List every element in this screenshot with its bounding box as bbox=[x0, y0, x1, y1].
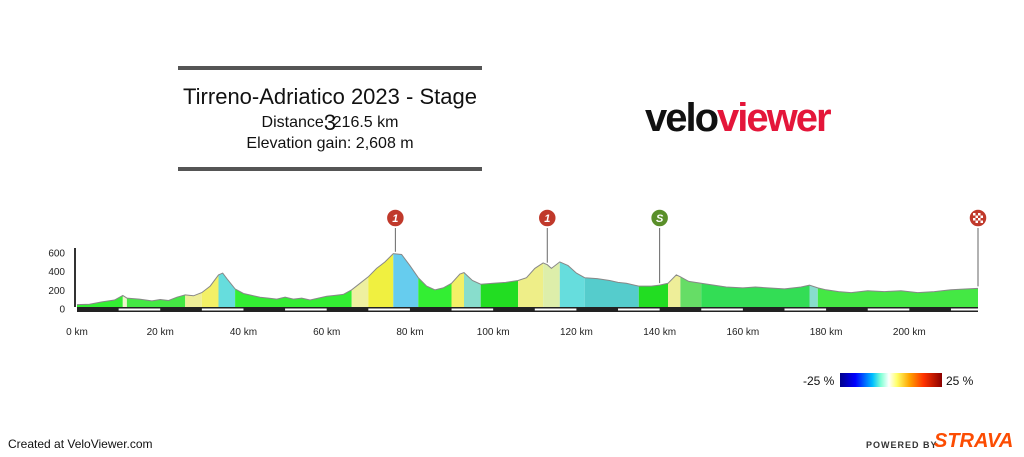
marker-label-2: S bbox=[656, 213, 664, 225]
logo-part-viewer: viewer bbox=[717, 96, 832, 140]
title-box: Tirreno-Adriatico 2023 - Stage 3 Distanc… bbox=[178, 66, 482, 172]
x-tick-label-140: 140 km bbox=[643, 327, 676, 338]
profile-segment-4 bbox=[201, 274, 219, 307]
profile-segment-6 bbox=[235, 288, 352, 307]
profile-segment-0 bbox=[77, 295, 123, 307]
gradient-legend-bar bbox=[840, 373, 942, 387]
x-axis-bar bbox=[77, 307, 978, 312]
profile-segment-2 bbox=[126, 294, 186, 307]
profile-segment-22 bbox=[809, 285, 818, 307]
legend-max-label: 25 % bbox=[946, 374, 974, 388]
finish-flag-check bbox=[980, 220, 983, 223]
x-axis-bar-light-80 bbox=[451, 308, 494, 311]
veloviewer-logo: veloviewer bbox=[645, 96, 832, 141]
profile-segment-14 bbox=[518, 262, 544, 307]
climb-marker-0 bbox=[385, 208, 406, 228]
finish-flag-check bbox=[980, 215, 983, 218]
finish-flag-check bbox=[973, 213, 976, 216]
profile-segment-10 bbox=[418, 277, 452, 307]
marker-label-0: 1 bbox=[392, 213, 398, 225]
x-tick-label-100: 100 km bbox=[477, 327, 510, 338]
x-tick-label-60: 60 km bbox=[313, 327, 340, 338]
x-axis-bar-light-160 bbox=[784, 308, 827, 311]
sprint-marker-2 bbox=[649, 208, 670, 228]
profile-segment-20 bbox=[680, 276, 702, 307]
profile-segment-9 bbox=[393, 253, 419, 307]
profile-outline bbox=[76, 253, 979, 306]
profile-segment-5 bbox=[218, 273, 236, 307]
finish-flag-check bbox=[975, 215, 978, 218]
y-tick-label-600: 600 bbox=[48, 249, 65, 260]
finish-flag-check bbox=[973, 218, 976, 221]
x-tick-label-20: 20 km bbox=[147, 327, 174, 338]
profile-segment-13 bbox=[480, 280, 519, 307]
finish-flag-check bbox=[978, 218, 981, 221]
powered-by-text: POWERED BY bbox=[866, 440, 938, 450]
x-tick-label-180: 180 km bbox=[810, 327, 843, 338]
strava-logo: STRAVA bbox=[934, 430, 1014, 452]
page-title: Tirreno-Adriatico 2023 - Stage 3 bbox=[183, 84, 477, 135]
created-at-text: Created at VeloViewer.com bbox=[8, 437, 153, 451]
profile-segment-18 bbox=[638, 283, 668, 307]
finish-flag-check bbox=[978, 213, 981, 216]
x-tick-label-40: 40 km bbox=[230, 327, 257, 338]
profile-segment-16 bbox=[559, 261, 585, 307]
x-axis-bar-light-140 bbox=[701, 308, 743, 311]
title-bottom-rule bbox=[178, 167, 482, 171]
profile-segment-8 bbox=[368, 253, 394, 307]
distance-text: Distance: 216.5 km bbox=[261, 114, 399, 131]
y-tick-label-0: 0 bbox=[59, 304, 65, 315]
x-axis-bar-light-120 bbox=[618, 308, 660, 311]
profile-segment-17 bbox=[584, 277, 639, 307]
x-tick-label-80: 80 km bbox=[396, 327, 423, 338]
elevation-profile-chart: 0 200 400 600 0 km 20 km 40 km 60 km 80 km 100 km… bbox=[48, 208, 988, 338]
x-axis-bar-light-40 bbox=[285, 308, 327, 311]
title-top-rule bbox=[178, 66, 482, 70]
x-axis-bar-light-60 bbox=[368, 308, 410, 311]
profile-segment-12 bbox=[464, 272, 481, 307]
logo-part-velo: velo bbox=[645, 96, 719, 140]
x-axis-bar-light-200 bbox=[950, 308, 978, 311]
x-tick-label-0: 0 km bbox=[66, 327, 88, 338]
profile-segment-11 bbox=[451, 272, 464, 307]
x-tick-label-200: 200 km bbox=[893, 327, 926, 338]
y-tick-label-200: 200 bbox=[48, 286, 65, 297]
x-axis-bar-light-0 bbox=[118, 308, 161, 311]
x-axis-bar-light-100 bbox=[534, 308, 577, 311]
profile-segment-1 bbox=[122, 295, 127, 307]
profile-segment-15 bbox=[543, 261, 560, 307]
elevation-gain-text: Elevation gain: 2,608 m bbox=[246, 135, 414, 152]
finish-flag-check bbox=[975, 220, 978, 223]
profile-segment-7 bbox=[351, 276, 369, 307]
profile-segment-19 bbox=[668, 274, 681, 307]
marker-label-1: 1 bbox=[544, 213, 550, 225]
x-tick-label-120: 120 km bbox=[560, 327, 593, 338]
x-tick-label-160: 160 km bbox=[726, 327, 759, 338]
y-tick-label-400: 400 bbox=[48, 267, 65, 278]
x-axis-bar-light-180 bbox=[867, 308, 910, 311]
profile-segment-3 bbox=[185, 292, 202, 307]
x-axis-bar-light-20 bbox=[201, 308, 244, 311]
legend-min-label: -25 % bbox=[803, 374, 835, 388]
climb-marker-1 bbox=[537, 208, 558, 228]
profile-segment-23 bbox=[817, 287, 978, 307]
